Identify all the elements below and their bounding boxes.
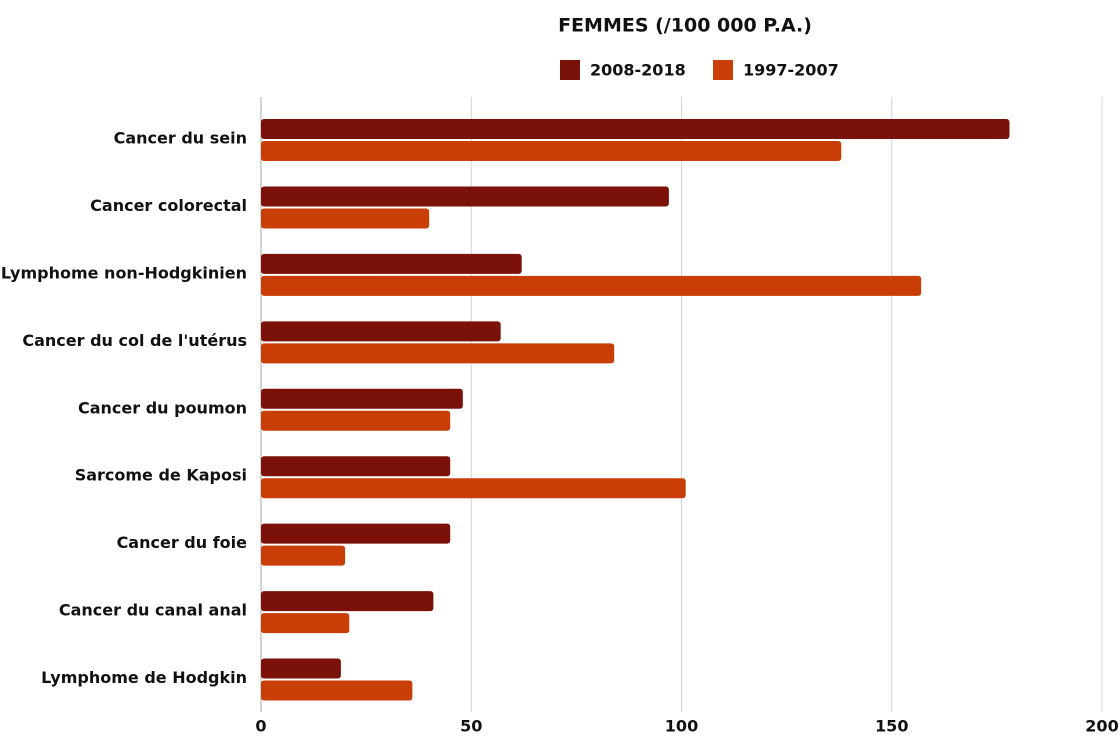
- y-tick-label: Sarcome de Kaposi: [75, 466, 247, 485]
- bar: [261, 141, 842, 161]
- x-tick-label: 50: [460, 717, 482, 736]
- bar: [261, 343, 615, 364]
- bar: [261, 523, 451, 544]
- x-tick-label: 200: [1085, 717, 1118, 736]
- legend-swatch: [560, 60, 580, 80]
- y-tick-label: Cancer colorectal: [90, 196, 247, 215]
- y-tick-label: Cancer du foie: [117, 533, 248, 552]
- y-tick-label: Cancer du poumon: [78, 398, 247, 417]
- bar: [261, 253, 522, 274]
- y-tick-label: Lymphome non-Hodgkinien: [1, 263, 247, 282]
- bar: [261, 321, 501, 342]
- x-tick-label: 100: [665, 717, 698, 736]
- bar: [261, 545, 346, 566]
- bar: [261, 388, 463, 409]
- bar: [261, 613, 350, 634]
- bar: [261, 186, 669, 207]
- bar: [261, 208, 430, 229]
- x-tick-label: 0: [255, 717, 266, 736]
- y-tick-label: Cancer du col de l'utérus: [22, 331, 247, 350]
- y-tick-label: Lymphome de Hodgkin: [41, 668, 247, 687]
- bar: [261, 119, 1010, 139]
- legend-swatch: [713, 60, 733, 80]
- bar: [261, 658, 341, 679]
- x-tick-label: 150: [875, 717, 908, 736]
- y-tick-label: Cancer du canal anal: [59, 601, 247, 620]
- bar: [261, 680, 413, 701]
- chart-title: FEMMES (/100 000 P.A.): [558, 15, 812, 37]
- bar: [261, 456, 451, 477]
- legend-label: 2008-2018: [590, 61, 686, 80]
- bar: [261, 591, 434, 612]
- bar: [261, 410, 451, 431]
- legend-label: 1997-2007: [743, 61, 839, 80]
- bar: [261, 478, 686, 499]
- y-tick-label: Cancer du sein: [114, 129, 247, 148]
- bar: [261, 275, 922, 296]
